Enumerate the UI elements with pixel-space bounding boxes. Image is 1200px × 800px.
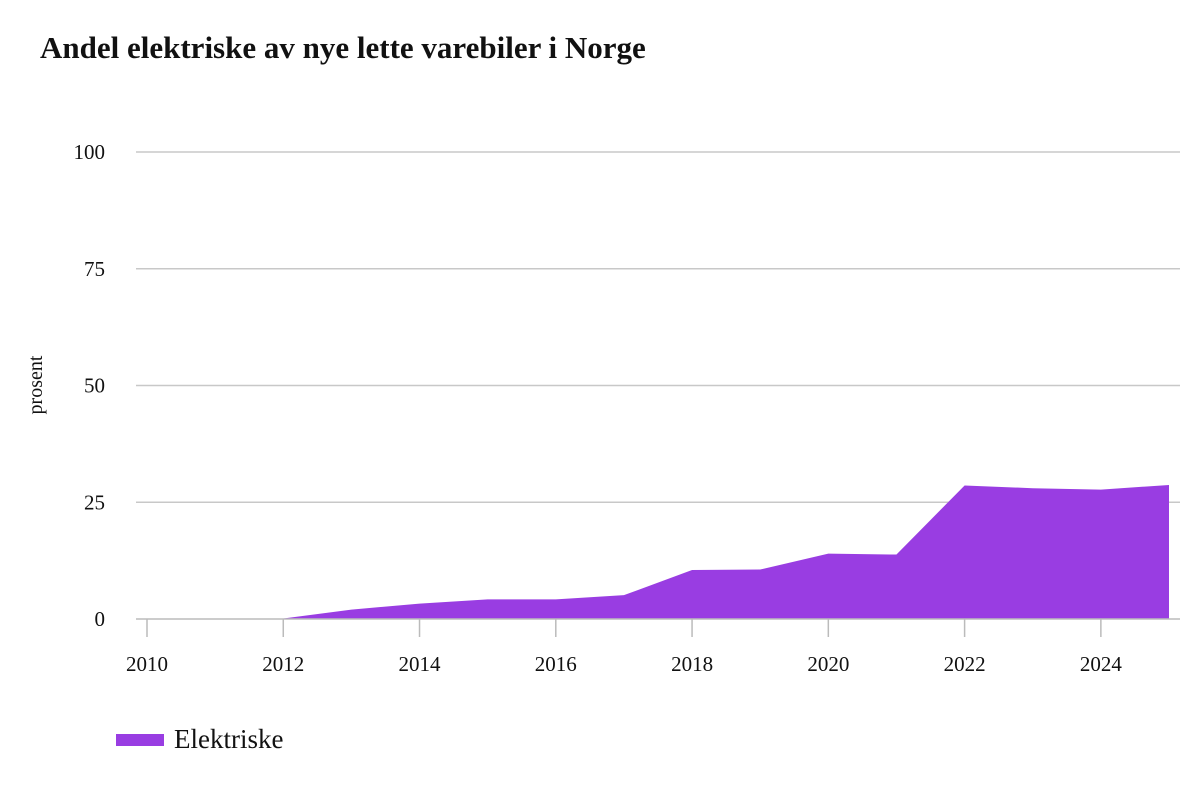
y-tick-label: 100 [74, 140, 106, 164]
x-axis-tick-labels: 2010 2012 2014 2016 2018 2020 2022 2024 [126, 652, 1122, 676]
x-axis [136, 618, 1180, 637]
x-tick-label: 2018 [671, 652, 713, 676]
chart-title: Andel elektriske av nye lette varebiler … [40, 30, 646, 65]
x-tick-label: 2024 [1080, 652, 1123, 676]
x-tick-label: 2012 [262, 652, 304, 676]
y-tick-label: 50 [84, 374, 105, 398]
x-tick-label: 2010 [126, 652, 168, 676]
x-tick-label: 2014 [399, 652, 442, 676]
y-tick-label: 75 [84, 257, 105, 281]
y-axis-title: prosent [25, 355, 47, 414]
y-tick-label: 25 [84, 490, 105, 514]
x-tick-label: 2016 [535, 652, 577, 676]
grid-lines [136, 151, 1180, 503]
legend-label: Elektriske [174, 724, 284, 754]
legend-swatch [116, 733, 164, 746]
legend: Elektriske [116, 724, 283, 755]
y-axis-tick-labels: 0 25 50 75 100 [74, 140, 106, 631]
x-tick-label: 2020 [807, 652, 849, 676]
series-area-elektriske [283, 484, 1169, 619]
x-tick-label: 2022 [944, 652, 986, 676]
series-area-layer [283, 484, 1169, 619]
y-tick-label: 0 [95, 607, 106, 631]
